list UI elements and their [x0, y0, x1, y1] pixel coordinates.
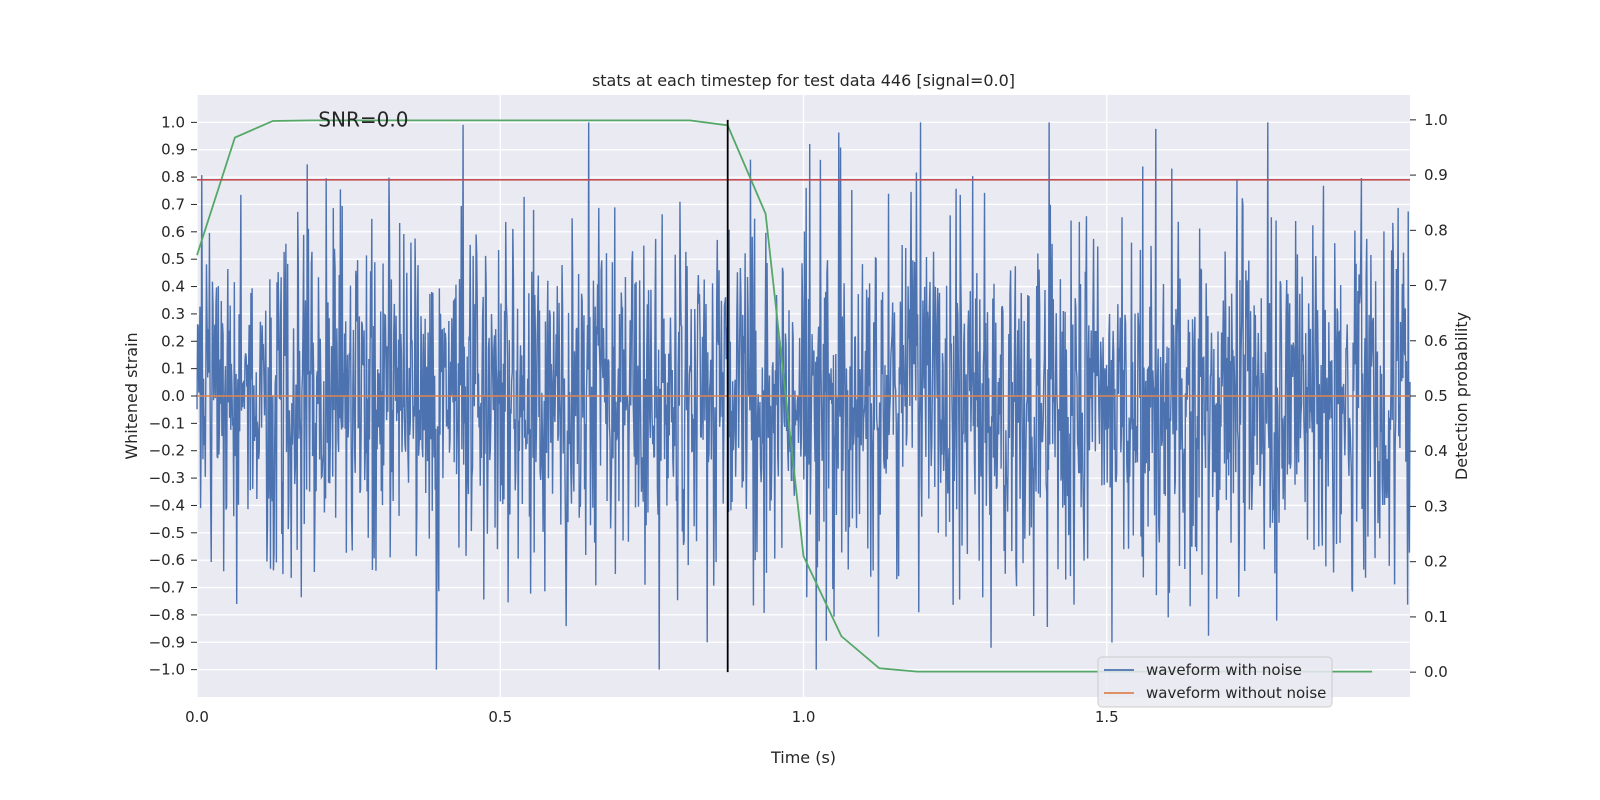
y2-tick-label: 0.2 [1424, 553, 1448, 571]
y-tick-label: 0.1 [161, 360, 185, 378]
x-tick-label: 1.5 [1095, 708, 1119, 726]
y2-tick-label: 0.0 [1424, 663, 1448, 681]
y-tick-label: 0.2 [161, 332, 185, 350]
y-tick-label: 1.0 [161, 113, 185, 131]
y-tick-label: 0.8 [161, 168, 185, 186]
y-tick-label: 0.0 [161, 387, 185, 405]
legend-label-waveform-without-noise: waveform without noise [1146, 684, 1326, 702]
y-tick-label: −0.9 [149, 633, 185, 651]
legend: waveform with noise waveform without noi… [1097, 656, 1333, 708]
y2-tick-label: 1.0 [1424, 111, 1448, 129]
y2-tick-label: 0.9 [1424, 166, 1448, 184]
y2-tick-label: 0.5 [1424, 387, 1448, 405]
x-tick-label: 1.0 [792, 708, 816, 726]
waveform-with-noise-line [196, 122, 1411, 670]
chart-title: stats at each timestep for test data 446… [592, 71, 1015, 90]
y2-tick-label: 0.6 [1424, 332, 1448, 350]
y-tick-label: −0.2 [149, 442, 185, 460]
y-tick-label: 0.6 [161, 223, 185, 241]
legend-label-waveform-with-noise: waveform with noise [1146, 661, 1302, 679]
y-tick-label: 0.9 [161, 141, 185, 159]
y-tick-label: 0.5 [161, 250, 185, 268]
y-tick-label: 0.4 [161, 278, 185, 296]
y-tick-label: −0.5 [149, 524, 185, 542]
axis-ticks: 0.0 0.5 1.0 1.5 1.0 0.9 0.8 0.7 0.6 0.5 0.4 0.3 0.2 0… [149, 111, 1448, 726]
y-tick-label: −0.3 [149, 469, 185, 487]
y-tick-label: −0.1 [149, 414, 185, 432]
series-waveform-with-noise [196, 122, 1411, 670]
y-tick-label: 0.3 [161, 305, 185, 323]
y2-axis-label: Detection probability [1452, 312, 1471, 480]
snr-annotation: SNR=0.0 [318, 107, 408, 131]
y-tick-label: 0.7 [161, 195, 185, 213]
x-tick-label: 0.0 [185, 708, 209, 726]
y2-tick-label: 0.7 [1424, 277, 1448, 295]
y-tick-label: −0.6 [149, 551, 185, 569]
y-tick-label: −0.8 [149, 606, 185, 624]
overlay-lines [197, 119, 1410, 673]
y2-tick-label: 0.8 [1424, 221, 1448, 239]
y-tick-label: −1.0 [149, 661, 185, 679]
y2-tick-label: 0.1 [1424, 608, 1448, 626]
x-tick-label: 0.5 [488, 708, 512, 726]
y-tick-label: −0.4 [149, 496, 185, 514]
y-tick-label: −0.7 [149, 579, 185, 597]
y2-tick-label: 0.4 [1424, 442, 1448, 460]
legend-box [1097, 656, 1333, 708]
y2-tick-label: 0.3 [1424, 497, 1448, 515]
x-axis-label: Time (s) [770, 748, 836, 767]
y-axis-label: Whitened strain [122, 332, 141, 459]
